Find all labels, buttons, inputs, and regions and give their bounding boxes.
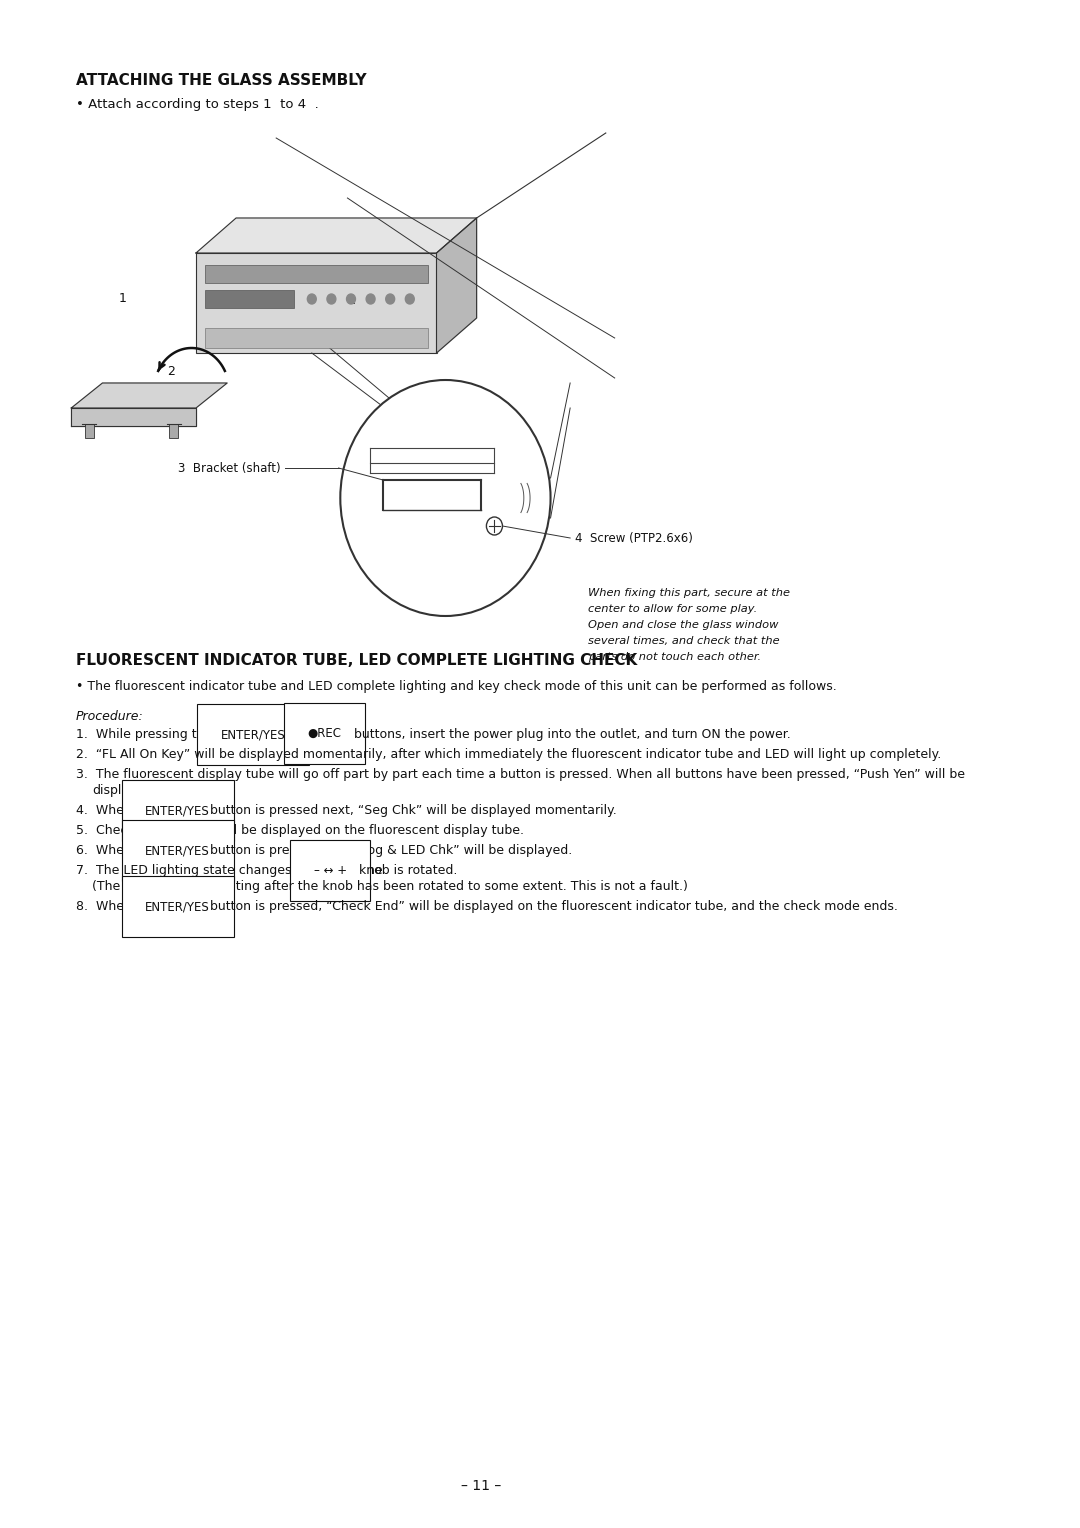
- Text: 1: 1: [348, 293, 355, 307]
- Circle shape: [327, 293, 336, 304]
- Text: When fixing this part, secure at the: When fixing this part, secure at the: [588, 588, 789, 597]
- Circle shape: [366, 293, 375, 304]
- Text: 2: 2: [167, 365, 175, 377]
- Text: (The LED will stop reacting after the knob has been rotated to some extent. This: (The LED will stop reacting after the kn…: [92, 880, 688, 892]
- Text: 1: 1: [119, 292, 126, 304]
- Circle shape: [347, 293, 355, 304]
- Circle shape: [386, 293, 394, 304]
- FancyBboxPatch shape: [195, 254, 436, 353]
- Text: button is pressed next, “Jog & LED Chk” will be displayed.: button is pressed next, “Jog & LED Chk” …: [206, 843, 572, 857]
- Text: – 11 –: – 11 –: [461, 1479, 501, 1493]
- Circle shape: [405, 293, 415, 304]
- Text: several times, and check that the: several times, and check that the: [588, 636, 780, 646]
- Text: 1.  While pressing the: 1. While pressing the: [76, 727, 216, 741]
- Text: 3  Bracket (shaft): 3 Bracket (shaft): [178, 461, 281, 475]
- Text: knob is rotated.: knob is rotated.: [354, 863, 457, 877]
- FancyBboxPatch shape: [205, 290, 294, 309]
- Circle shape: [308, 293, 316, 304]
- Text: ATTACHING THE GLASS ASSEMBLY: ATTACHING THE GLASS ASSEMBLY: [76, 73, 366, 89]
- Text: 2.  “FL All On Key” will be displayed momentarily, after which immediately the f: 2. “FL All On Key” will be displayed mom…: [76, 749, 941, 761]
- Text: – ↔ +: – ↔ +: [313, 863, 347, 877]
- Text: FLUORESCENT INDICATOR TUBE, LED COMPLETE LIGHTING CHECK: FLUORESCENT INDICATOR TUBE, LED COMPLETE…: [76, 652, 637, 668]
- Text: 4.  When the: 4. When the: [76, 804, 160, 817]
- Text: 8.  When the: 8. When the: [76, 900, 160, 914]
- Text: • The fluorescent indicator tube and LED complete lighting and key check mode of: • The fluorescent indicator tube and LED…: [76, 680, 837, 694]
- Polygon shape: [71, 384, 227, 408]
- Circle shape: [340, 380, 551, 616]
- Text: center to allow for some play.: center to allow for some play.: [588, 604, 757, 614]
- Text: ENTER/YES: ENTER/YES: [145, 843, 210, 857]
- Text: (Bottom side): (Bottom side): [396, 413, 476, 426]
- Polygon shape: [436, 219, 476, 353]
- Text: ENTER/YES: ENTER/YES: [145, 900, 210, 914]
- FancyBboxPatch shape: [205, 329, 428, 348]
- Text: ENTER/YES: ENTER/YES: [145, 804, 210, 817]
- Polygon shape: [195, 219, 476, 254]
- Text: 7.  The LED lighting state changes each time the: 7. The LED lighting state changes each t…: [76, 863, 387, 877]
- Text: ENTER/YES: ENTER/YES: [221, 727, 286, 741]
- Text: 4  Screw (PTP2.6x6): 4 Screw (PTP2.6x6): [575, 532, 692, 544]
- Text: Procedure:: Procedure:: [76, 711, 144, 723]
- Circle shape: [486, 516, 502, 535]
- Text: displayed.: displayed.: [92, 784, 156, 798]
- Text: button is pressed next, “Seg Chk” will be displayed momentarily.: button is pressed next, “Seg Chk” will b…: [206, 804, 617, 817]
- Text: 6.  When the: 6. When the: [76, 843, 160, 857]
- Text: ●REC: ●REC: [308, 727, 341, 740]
- Text: buttons, insert the power plug into the outlet, and turn ON the power.: buttons, insert the power plug into the …: [350, 727, 791, 741]
- Text: and: and: [282, 727, 313, 741]
- Text: 5.  Checkered pattern will be displayed on the fluorescent display tube.: 5. Checkered pattern will be displayed o…: [76, 824, 524, 837]
- FancyBboxPatch shape: [170, 423, 178, 439]
- Text: button is pressed, “Check End” will be displayed on the fluorescent indicator tu: button is pressed, “Check End” will be d…: [206, 900, 897, 914]
- Text: Open and close the glass window: Open and close the glass window: [588, 620, 779, 630]
- Text: • Attach according to steps 1  to 4  .: • Attach according to steps 1 to 4 .: [76, 98, 319, 112]
- Text: 3.  The fluorescent display tube will go off part by part each time a button is : 3. The fluorescent display tube will go …: [76, 769, 964, 781]
- Text: parts do not touch each other.: parts do not touch each other.: [588, 652, 761, 662]
- FancyBboxPatch shape: [84, 423, 94, 439]
- Polygon shape: [71, 408, 195, 426]
- FancyBboxPatch shape: [205, 264, 428, 283]
